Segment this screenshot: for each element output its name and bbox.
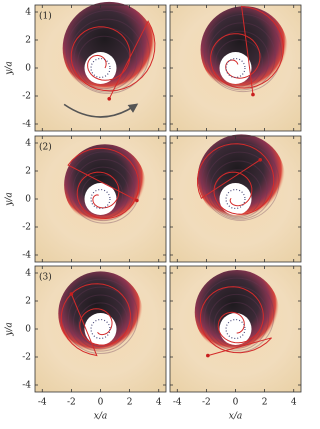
y-tick-label: -2	[22, 353, 31, 363]
trajectory	[210, 5, 284, 95]
panel-label: (3)	[39, 272, 52, 283]
swirl-ring	[201, 142, 280, 221]
y-tick-label: 0	[25, 64, 31, 74]
y-tick-label: 4	[25, 139, 31, 149]
y-tick-label: -2	[22, 223, 31, 233]
x-tick-label: 4	[156, 398, 162, 408]
swirl-ring	[203, 285, 270, 351]
trajectory	[199, 286, 272, 357]
x-tick-label: 2	[262, 398, 268, 408]
obstacle-ring	[90, 318, 111, 340]
figure: -4 -2 0 2 4 (1) y/a -4 -2 0 2 4 (2) y/a -4 -2 0 2 4 -4 -2 0 2 4…	[5, 1, 302, 422]
panel	[169, 4, 302, 132]
trajectory-end	[107, 97, 112, 101]
y-tick-label: 2	[25, 167, 31, 177]
swirl-ring	[78, 302, 123, 348]
y-tick-label: 4	[25, 8, 31, 18]
swirl-ring	[69, 18, 144, 93]
y-tick-label: 0	[25, 325, 31, 335]
x-tick-label: 2	[127, 398, 133, 408]
trajectory-end	[258, 158, 263, 162]
x-tick-label: -4	[173, 398, 182, 408]
swirl-ring	[207, 22, 276, 91]
swirl-ring	[213, 301, 259, 347]
y-tick-label: -2	[22, 92, 31, 102]
trajectory-end	[206, 353, 210, 358]
obstacle	[84, 312, 117, 346]
y-tick-label: 0	[25, 195, 31, 205]
x-tick-label: 0	[98, 398, 104, 408]
panel	[169, 134, 302, 263]
obstacle	[219, 51, 252, 85]
panels: -4 -2 0 2 4 (1) y/a -4 -2 0 2 4 (2) y/a -4 -2 0 2 4 -4 -2 0 2 4…	[5, 1, 302, 422]
swirl-ring	[67, 286, 134, 352]
swirl-ring	[68, 151, 141, 224]
obstacle-ring	[90, 188, 111, 210]
swirl-ring	[209, 160, 268, 219]
y-tick-label: -4	[22, 381, 31, 391]
trajectory-end	[135, 198, 139, 203]
y-tick-label: -4	[22, 120, 31, 130]
panel: -4 -2 0 2 4 (1) y/a	[5, 1, 167, 132]
swirl-ring	[72, 158, 135, 222]
y-axis-label: y/a	[5, 61, 15, 75]
y-tick-label: -4	[22, 251, 31, 261]
x-tick-label: 0	[233, 398, 239, 408]
trajectory	[67, 147, 140, 220]
y-tick-label: 2	[25, 36, 31, 46]
trajectory-end	[251, 92, 255, 97]
obstacle-ring	[225, 318, 246, 340]
swirl-ring	[65, 9, 150, 94]
y-axis-label: y/a	[5, 322, 15, 336]
obstacle	[219, 312, 252, 346]
y-tick-label: 2	[25, 297, 31, 307]
swirl-ring	[81, 174, 124, 216]
x-tick-label: -4	[38, 398, 47, 408]
swirl-ring	[62, 278, 139, 354]
trajectory-end	[69, 292, 74, 296]
x-axis-label: x/a	[229, 412, 242, 422]
panel: -4 -2 0 2 4 -4 -2 0 2 4 (3) y/a x/a	[5, 265, 167, 422]
y-axis-label: y/a	[5, 192, 15, 206]
panel: -4 -2 0 2 4 (2) y/a	[5, 135, 167, 263]
vortex-blob	[197, 134, 285, 222]
trajectory	[196, 143, 275, 215]
x-tick-label: -2	[202, 398, 211, 408]
panel: -4 -2 0 2 4 x/a	[169, 265, 302, 422]
trajectory	[70, 20, 156, 100]
panel-label: (2)	[39, 142, 52, 153]
swirl-ring	[215, 39, 263, 87]
x-tick-label: 4	[291, 398, 297, 408]
x-axis-label: x/a	[94, 412, 107, 422]
x-tick-label: -2	[67, 398, 76, 408]
swirl-ring	[77, 35, 131, 90]
y-tick-label: 4	[25, 269, 31, 279]
obstacle-ring	[225, 57, 246, 79]
panel-label: (1)	[39, 11, 52, 22]
trajectory	[60, 283, 131, 357]
obstacle-ring	[225, 188, 246, 210]
obstacle	[219, 182, 252, 216]
rotation-arrow	[63, 103, 139, 118]
swirl-ring	[73, 294, 128, 350]
